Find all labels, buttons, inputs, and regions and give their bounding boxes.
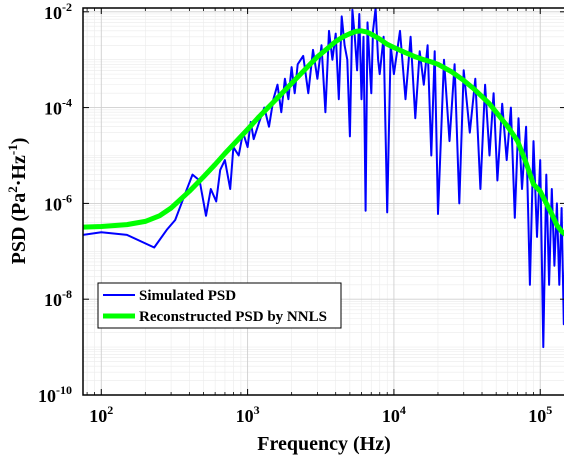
x-tick-label: 102 bbox=[89, 403, 113, 426]
y-tick-label: 10-10 bbox=[38, 383, 72, 406]
x-tick-label-exponent: 5 bbox=[546, 403, 552, 417]
legend: Simulated PSD Reconstructed PSD by NNLS bbox=[97, 282, 342, 329]
tick-marks bbox=[83, 8, 564, 396]
y-tick-label-base: 10 bbox=[44, 3, 62, 23]
y-axis-label: PSD (Pa2·Hz-1) bbox=[5, 138, 30, 265]
legend-label-simulated: Simulated PSD bbox=[139, 288, 236, 304]
y-tick-label-exponent: -6 bbox=[62, 191, 72, 205]
simulated-psd-line bbox=[83, 8, 564, 349]
x-tick-labels: 102 103 104 105 bbox=[89, 403, 552, 426]
x-tick-label-exponent: 4 bbox=[400, 403, 406, 417]
y-tick-label-exponent: -10 bbox=[56, 383, 72, 397]
y-tick-label: 10-4 bbox=[44, 96, 72, 119]
y-tick-label-base: 10 bbox=[44, 290, 62, 310]
legend-box bbox=[97, 282, 342, 329]
x-tick-label: 104 bbox=[382, 403, 406, 426]
x-tick-label-base: 10 bbox=[89, 406, 107, 426]
y-tick-label-base: 10 bbox=[38, 386, 56, 406]
y-tick-label-base: 10 bbox=[44, 99, 62, 119]
y-axis-label-end: ) bbox=[8, 138, 30, 145]
reconstructed-psd-line bbox=[83, 28, 564, 237]
series-layer bbox=[83, 8, 564, 349]
y-tick-label-exponent: -8 bbox=[62, 287, 72, 301]
x-tick-label-base: 10 bbox=[236, 406, 254, 426]
y-tick-label-exponent: -2 bbox=[62, 0, 72, 14]
y-tick-label: 10-6 bbox=[44, 191, 72, 214]
y-tick-label: 10-8 bbox=[44, 287, 72, 310]
y-axis-label-base: PSD (Pa bbox=[8, 193, 30, 265]
y-tick-label: 10-2 bbox=[44, 0, 72, 23]
plot-frame bbox=[82, 7, 564, 396]
x-tick-label-base: 10 bbox=[382, 406, 400, 426]
x-tick-label-base: 10 bbox=[528, 406, 546, 426]
y-axis-label-sup1: 2 bbox=[5, 186, 20, 193]
y-axis-label-sup2: -1 bbox=[5, 144, 20, 155]
y-tick-label-base: 10 bbox=[44, 194, 62, 214]
y-axis-label-mid: ·Hz bbox=[8, 155, 30, 186]
x-tick-label: 103 bbox=[236, 403, 260, 426]
x-tick-label-exponent: 2 bbox=[107, 403, 113, 417]
x-tick-label: 105 bbox=[528, 403, 552, 426]
x-tick-label-exponent: 3 bbox=[254, 403, 260, 417]
legend-label-reconstructed: Reconstructed PSD by NNLS bbox=[139, 309, 327, 325]
x-axis-label: Frequency (Hz) bbox=[257, 433, 391, 455]
y-tick-label-exponent: -4 bbox=[62, 96, 72, 110]
